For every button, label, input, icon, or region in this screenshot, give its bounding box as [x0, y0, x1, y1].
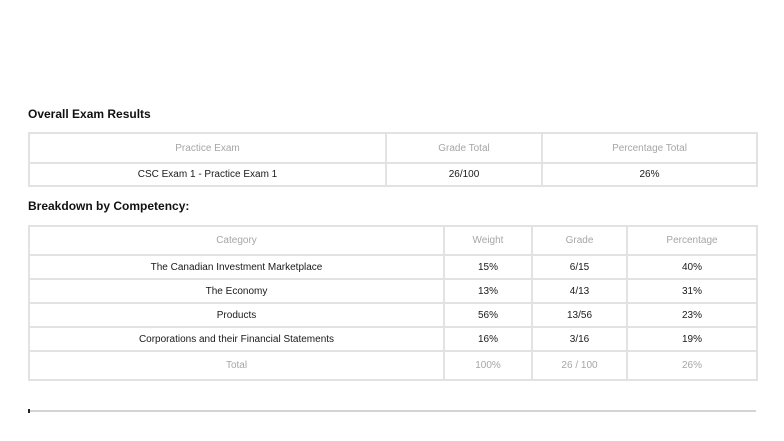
percentage-cell: 31%	[626, 278, 758, 304]
competency-breakdown-table: Category Weight Grade Percentage The Can…	[28, 225, 758, 381]
table-row: CSC Exam 1 - Practice Exam 1 26/100 26%	[28, 162, 758, 187]
table-row: The Economy 13% 4/13 31%	[28, 278, 758, 304]
total-weight-cell: 100%	[443, 350, 533, 381]
column-header-weight: Weight	[443, 225, 533, 256]
weight-cell: 15%	[443, 254, 533, 280]
category-cell: Products	[28, 302, 445, 328]
total-row: Total 100% 26 / 100 26%	[28, 350, 758, 381]
percentage-cell: 40%	[626, 254, 758, 280]
category-cell: The Canadian Investment Marketplace	[28, 254, 445, 280]
column-header-grade: Grade	[531, 225, 628, 256]
grade-total-cell: 26/100	[385, 162, 543, 187]
divider-marker	[28, 409, 30, 413]
grade-cell: 3/16	[531, 326, 628, 352]
overall-results-table: Practice Exam Grade Total Percentage Tot…	[28, 132, 758, 187]
practice-exam-cell: CSC Exam 1 - Practice Exam 1	[28, 162, 387, 187]
table-row: Corporations and their Financial Stateme…	[28, 326, 758, 352]
column-header-percentage-total: Percentage Total	[541, 132, 758, 164]
table-row: The Canadian Investment Marketplace 15% …	[28, 254, 758, 280]
percentage-total-cell: 26%	[541, 162, 758, 187]
bottom-divider	[28, 410, 756, 412]
column-header-percentage: Percentage	[626, 225, 758, 256]
percentage-cell: 23%	[626, 302, 758, 328]
column-header-category: Category	[28, 225, 445, 256]
total-grade-cell: 26 / 100	[531, 350, 628, 381]
column-header-grade-total: Grade Total	[385, 132, 543, 164]
column-header-practice-exam: Practice Exam	[28, 132, 387, 164]
breakdown-title: Breakdown by Competency:	[28, 199, 190, 213]
weight-cell: 16%	[443, 326, 533, 352]
overall-results-title: Overall Exam Results	[28, 107, 151, 121]
category-cell: The Economy	[28, 278, 445, 304]
category-cell: Corporations and their Financial Stateme…	[28, 326, 445, 352]
total-percentage-cell: 26%	[626, 350, 758, 381]
total-label-cell: Total	[28, 350, 445, 381]
weight-cell: 13%	[443, 278, 533, 304]
weight-cell: 56%	[443, 302, 533, 328]
percentage-cell: 19%	[626, 326, 758, 352]
grade-cell: 6/15	[531, 254, 628, 280]
table-header-row: Category Weight Grade Percentage	[28, 225, 758, 256]
table-row: Products 56% 13/56 23%	[28, 302, 758, 328]
grade-cell: 13/56	[531, 302, 628, 328]
table-header-row: Practice Exam Grade Total Percentage Tot…	[28, 132, 758, 164]
grade-cell: 4/13	[531, 278, 628, 304]
